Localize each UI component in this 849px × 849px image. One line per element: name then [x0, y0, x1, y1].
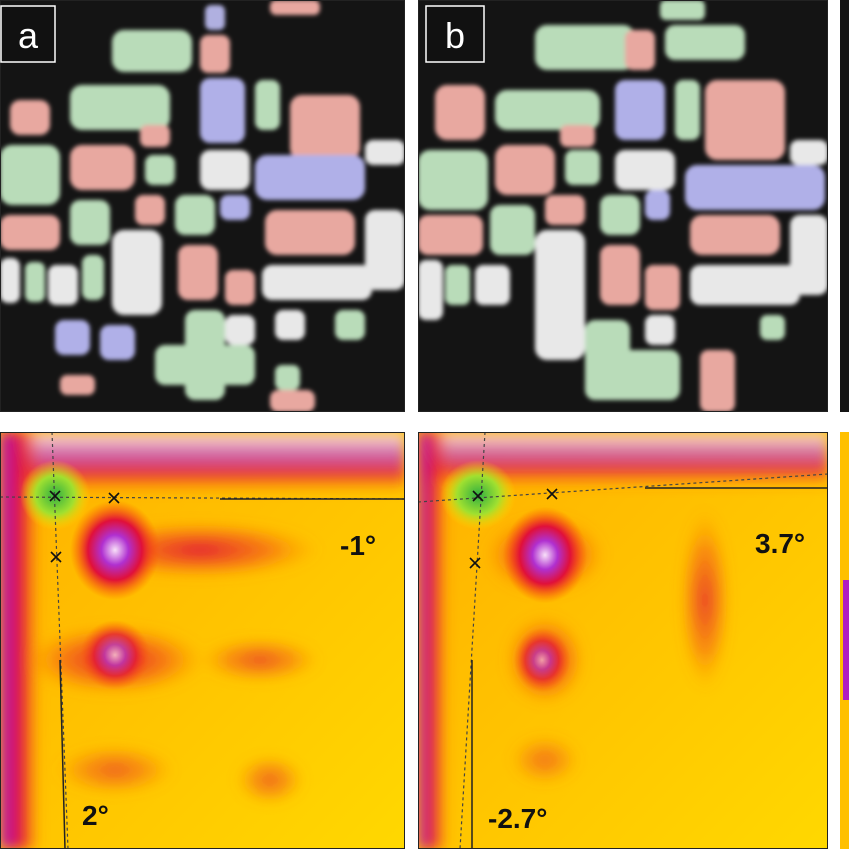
panel-a-map — [0, 432, 405, 849]
panel-frame — [0, 0, 405, 412]
panel-sliver-edge — [843, 580, 849, 700]
angle-label: -1° — [340, 530, 376, 561]
angle-label: -2.7° — [488, 803, 547, 834]
panel-a-image — [0, 0, 405, 412]
panel-label-box — [425, 5, 485, 63]
panel-label-box — [0, 5, 56, 63]
panel-label: b — [445, 15, 465, 56]
panel-sliver — [840, 0, 849, 412]
angle-label: 2° — [82, 800, 109, 831]
panel-b-image — [418, 0, 828, 412]
panel-b-map — [418, 432, 828, 849]
angle-label: 3.7° — [755, 528, 805, 559]
panel-label: a — [18, 15, 39, 56]
panel-frame — [418, 0, 828, 412]
